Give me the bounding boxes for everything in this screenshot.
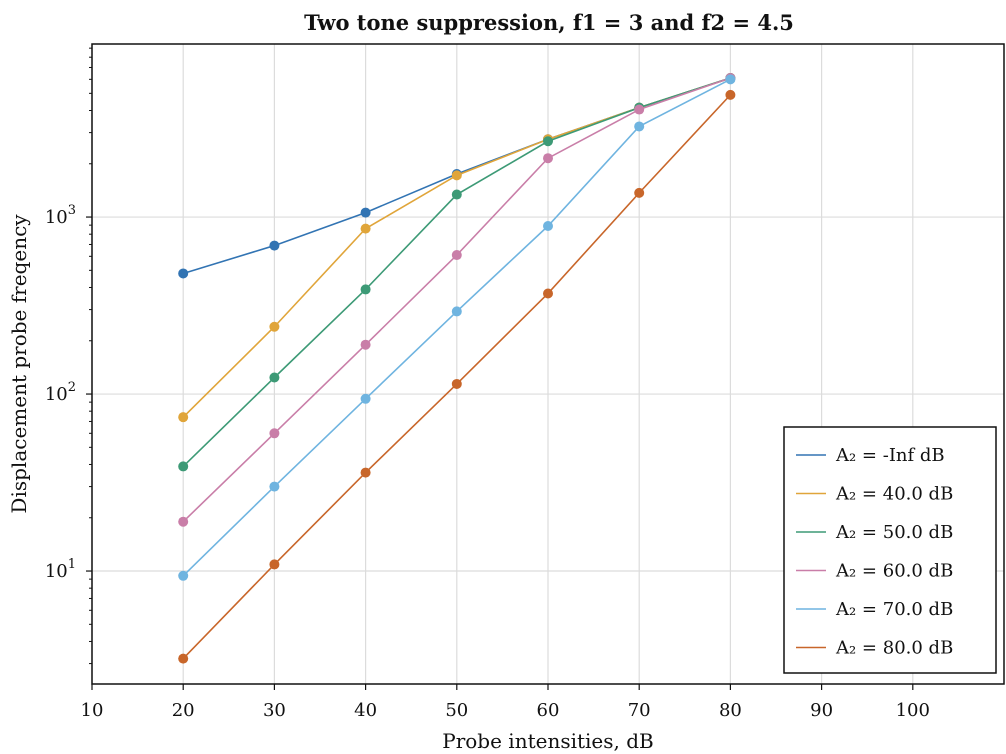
legend-label: A₂ = -Inf dB (835, 445, 945, 466)
y-tick-exponent: 1 (68, 557, 76, 572)
legend-item: A₂ = -Inf dB (796, 445, 945, 466)
series-5 (178, 89, 736, 664)
legend-label: A₂ = 80.0 dB (835, 638, 953, 659)
y-tick-label: 101 (45, 557, 76, 582)
data-point (178, 516, 189, 527)
x-tick-label: 70 (628, 700, 651, 721)
data-point (451, 378, 462, 389)
data-point (269, 428, 280, 439)
x-tick-label: 50 (445, 700, 468, 721)
x-tick-label: 10 (81, 700, 104, 721)
data-point (725, 74, 736, 85)
data-point (634, 121, 645, 132)
data-point (178, 570, 189, 581)
data-point (634, 187, 645, 198)
data-point (543, 221, 553, 232)
data-point (269, 372, 280, 383)
data-point (269, 481, 280, 492)
y-axis-label: Displacement probe freqency (7, 214, 31, 514)
data-point (360, 339, 371, 350)
data-point (178, 268, 189, 279)
data-point (360, 207, 371, 218)
legend-item: A₂ = 60.0 dB (796, 561, 953, 582)
series-layer (178, 73, 736, 664)
y-tick-base: 10 (45, 561, 68, 582)
legend-label: A₂ = 60.0 dB (835, 561, 953, 582)
y-tick-label: 103 (45, 203, 76, 228)
chart-title: Two tone suppression, f1 = 3 and f2 = 4.… (304, 10, 794, 35)
x-tick-label: 40 (354, 700, 377, 721)
legend-item: A₂ = 80.0 dB (796, 638, 953, 659)
legend-item: A₂ = 50.0 dB (796, 522, 953, 543)
y-tick-base: 10 (45, 207, 68, 228)
x-tick-label: 100 (896, 700, 930, 721)
data-point (178, 461, 189, 472)
x-tick-label: 30 (263, 700, 286, 721)
x-tick-label: 90 (810, 700, 833, 721)
data-point (360, 223, 371, 234)
legend-label: A₂ = 70.0 dB (835, 599, 953, 620)
data-point (451, 170, 462, 181)
data-point (269, 240, 280, 251)
data-point (451, 306, 462, 317)
x-tick-label: 60 (537, 700, 560, 721)
y-tick-exponent: 2 (68, 380, 76, 395)
y-tick-base: 10 (45, 384, 68, 405)
data-point (178, 653, 189, 664)
data-point (543, 288, 553, 299)
data-point (178, 412, 189, 423)
data-point (543, 153, 553, 164)
x-axis-label: Probe intensities, dB (442, 729, 654, 753)
legend-item: A₂ = 40.0 dB (796, 484, 953, 505)
series-4 (178, 74, 736, 581)
x-tick-label: 20 (172, 700, 195, 721)
data-point (360, 467, 371, 478)
data-point (360, 393, 371, 404)
data-point (269, 559, 280, 570)
y-tick-label: 102 (45, 380, 76, 405)
data-point (360, 284, 371, 295)
legend-item: A₂ = 70.0 dB (796, 599, 953, 620)
legend-label: A₂ = 40.0 dB (835, 484, 953, 505)
legend-label: A₂ = 50.0 dB (835, 522, 953, 543)
data-point (451, 250, 462, 261)
y-tick-exponent: 3 (68, 203, 76, 218)
data-point (725, 89, 736, 100)
x-tick-label: 80 (719, 700, 742, 721)
legend: A₂ = -Inf dB A₂ = 40.0 dB A₂ = 50.0 dB A₂ =… (783, 426, 997, 674)
data-point (269, 321, 280, 332)
data-point (451, 189, 462, 200)
legend-box (783, 426, 997, 674)
data-point (634, 104, 645, 115)
data-point (543, 136, 553, 147)
